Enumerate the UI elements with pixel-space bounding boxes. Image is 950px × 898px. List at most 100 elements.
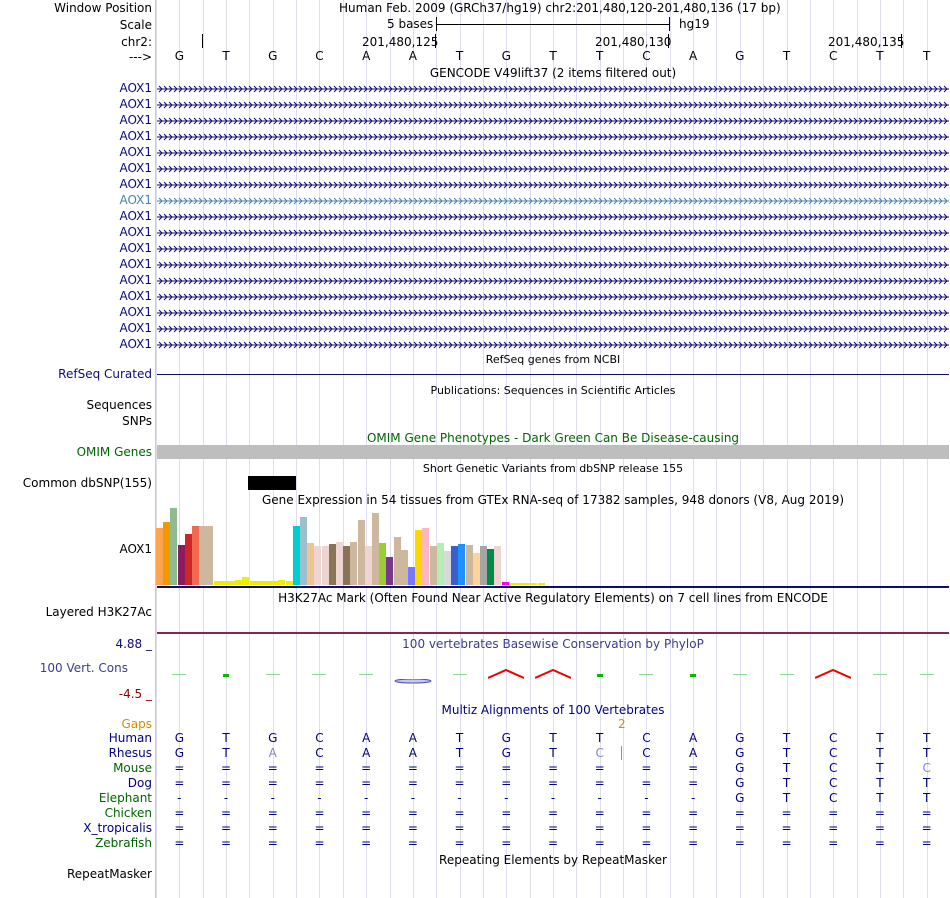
- multiz-title[interactable]: Multiz Alignments of 100 Vertebrates: [441, 703, 665, 717]
- conservation-mark[interactable]: [690, 674, 697, 677]
- gencode-transcript[interactable]: [157, 147, 949, 157]
- gencode-transcript-label[interactable]: AOX1: [119, 241, 152, 255]
- gencode-transcript-label[interactable]: AOX1: [119, 321, 152, 335]
- gtex-title[interactable]: Gene Expression in 54 tissues from GTEx …: [261, 493, 845, 507]
- gencode-transcript-label[interactable]: AOX1: [119, 225, 152, 239]
- gtex-tissue-bar[interactable]: [350, 542, 358, 585]
- gencode-transcript-label[interactable]: AOX1: [119, 305, 152, 319]
- conservation-mark[interactable]: [223, 674, 230, 677]
- gtex-tissue-bar[interactable]: [213, 581, 221, 585]
- omim-title[interactable]: OMIM Gene Phenotypes - Dark Green Can Be…: [366, 431, 740, 445]
- gtex-tissue-bar[interactable]: [163, 522, 171, 585]
- gencode-transcript-label[interactable]: AOX1: [119, 193, 152, 207]
- conservation-mark[interactable]: [732, 674, 747, 675]
- conservation-mark[interactable]: [265, 674, 280, 675]
- gtex-tissue-bar[interactable]: [256, 581, 264, 585]
- dbsnp-variant[interactable]: [248, 476, 296, 490]
- conservation-mark[interactable]: [312, 674, 327, 675]
- publications-snps-label[interactable]: SNPs: [122, 414, 152, 428]
- conservation-mark[interactable]: [394, 674, 432, 688]
- gtex-tissue-bar[interactable]: [501, 582, 509, 585]
- conservation-mark[interactable]: [534, 668, 572, 682]
- multiz-species-label[interactable]: Rhesus: [108, 746, 152, 760]
- repeatmasker-title[interactable]: Repeating Elements by RepeatMasker: [439, 853, 667, 867]
- gtex-tissue-bar[interactable]: [537, 583, 545, 585]
- gencode-transcript[interactable]: [157, 243, 949, 253]
- gtex-tissue-bar[interactable]: [170, 508, 178, 585]
- refseq-gene-line[interactable]: [157, 374, 949, 375]
- dbsnp-title[interactable]: Short Genetic Variants from dbSNP releas…: [422, 462, 684, 475]
- gencode-transcript[interactable]: [157, 83, 949, 93]
- gtex-tissue-bar[interactable]: [156, 528, 163, 585]
- gtex-label[interactable]: AOX1: [119, 542, 152, 556]
- gtex-tissue-bar[interactable]: [220, 581, 228, 585]
- gtex-tissue-bar[interactable]: [436, 543, 444, 585]
- gtex-tissue-bar[interactable]: [199, 526, 207, 585]
- gencode-transcript[interactable]: [157, 275, 949, 285]
- gtex-tissue-bar[interactable]: [184, 534, 192, 585]
- gtex-tissue-bar[interactable]: [364, 546, 372, 585]
- gtex-tissue-bar[interactable]: [508, 583, 516, 585]
- gtex-tissue-bar[interactable]: [278, 580, 286, 585]
- conservation-mark[interactable]: [872, 674, 887, 675]
- gtex-tissue-bar[interactable]: [393, 537, 401, 585]
- omim-label[interactable]: OMIM Genes: [76, 445, 152, 459]
- multiz-species-label[interactable]: X_tropicalis: [83, 821, 152, 835]
- gencode-transcript[interactable]: [157, 179, 949, 189]
- gencode-transcript[interactable]: [157, 163, 949, 173]
- gencode-transcript-label[interactable]: AOX1: [119, 161, 152, 175]
- conservation-mark[interactable]: [452, 674, 467, 675]
- gencode-transcript[interactable]: [157, 211, 949, 221]
- conservation-mark[interactable]: [779, 674, 794, 675]
- conservation-label[interactable]: 100 Vert. Cons: [39, 661, 128, 675]
- gtex-tissue-bar[interactable]: [444, 551, 451, 585]
- gtex-tissue-bar[interactable]: [523, 583, 531, 585]
- gtex-tissue-bar[interactable]: [314, 546, 322, 585]
- gencode-title[interactable]: GENCODE V49lift37 (2 items filtered out): [429, 66, 677, 80]
- gtex-tissue-bar[interactable]: [300, 517, 307, 585]
- gtex-tissue-bar[interactable]: [321, 546, 329, 585]
- gtex-tissue-bar[interactable]: [451, 546, 459, 585]
- gencode-transcript-label[interactable]: AOX1: [119, 177, 152, 191]
- gencode-transcript[interactable]: [157, 307, 949, 317]
- gtex-tissue-bar[interactable]: [264, 581, 271, 585]
- dbsnp-label[interactable]: Common dbSNP(155): [22, 476, 152, 490]
- gtex-tissue-bar[interactable]: [516, 583, 523, 585]
- h3k27ac-label[interactable]: Layered H3K27Ac: [45, 605, 152, 619]
- gencode-transcript-label[interactable]: AOX1: [119, 209, 152, 223]
- gencode-transcript-label[interactable]: AOX1: [119, 81, 152, 95]
- conservation-mark[interactable]: [814, 668, 852, 682]
- conservation-mark[interactable]: [359, 674, 374, 675]
- gencode-transcript[interactable]: [157, 323, 949, 333]
- publications-title[interactable]: Publications: Sequences in Scientific Ar…: [430, 384, 676, 397]
- gtex-tissue-bar[interactable]: [192, 526, 199, 585]
- gtex-tissue-bar[interactable]: [458, 544, 466, 585]
- gencode-transcript[interactable]: [157, 339, 949, 349]
- gtex-tissue-bar[interactable]: [285, 581, 293, 585]
- gencode-transcript[interactable]: [157, 227, 949, 237]
- omim-gene-bar[interactable]: [157, 445, 949, 459]
- gtex-tissue-bar[interactable]: [422, 528, 430, 585]
- gtex-tissue-bar[interactable]: [328, 544, 336, 585]
- gtex-tissue-bar[interactable]: [307, 543, 315, 585]
- gtex-tissue-bar[interactable]: [271, 581, 279, 585]
- gencode-transcript-label[interactable]: AOX1: [119, 129, 152, 143]
- gtex-tissue-bar[interactable]: [379, 543, 387, 585]
- conservation-title[interactable]: 100 vertebrates Basewise Conservation by…: [402, 637, 704, 651]
- gencode-transcript-label[interactable]: AOX1: [119, 289, 152, 303]
- gtex-tissue-bar[interactable]: [386, 557, 394, 585]
- gencode-transcript[interactable]: [157, 131, 949, 141]
- gtex-tissue-bar[interactable]: [372, 513, 379, 585]
- multiz-species-label[interactable]: Dog: [127, 776, 152, 790]
- gtex-tissue-bar[interactable]: [206, 526, 214, 585]
- gencode-transcript[interactable]: [157, 291, 949, 301]
- gencode-transcript[interactable]: [157, 195, 949, 205]
- refseq-title[interactable]: RefSeq genes from NCBI: [485, 353, 621, 366]
- gtex-tissue-bar[interactable]: [400, 550, 408, 585]
- h3k27ac-title[interactable]: H3K27Ac Mark (Often Found Near Active Re…: [278, 591, 828, 605]
- conservation-mark[interactable]: [919, 674, 934, 675]
- multiz-species-label[interactable]: Mouse: [113, 761, 152, 775]
- gtex-tissue-bar[interactable]: [415, 530, 423, 585]
- publications-sequences-label[interactable]: Sequences: [86, 398, 152, 412]
- gtex-tissue-bar[interactable]: [249, 581, 257, 585]
